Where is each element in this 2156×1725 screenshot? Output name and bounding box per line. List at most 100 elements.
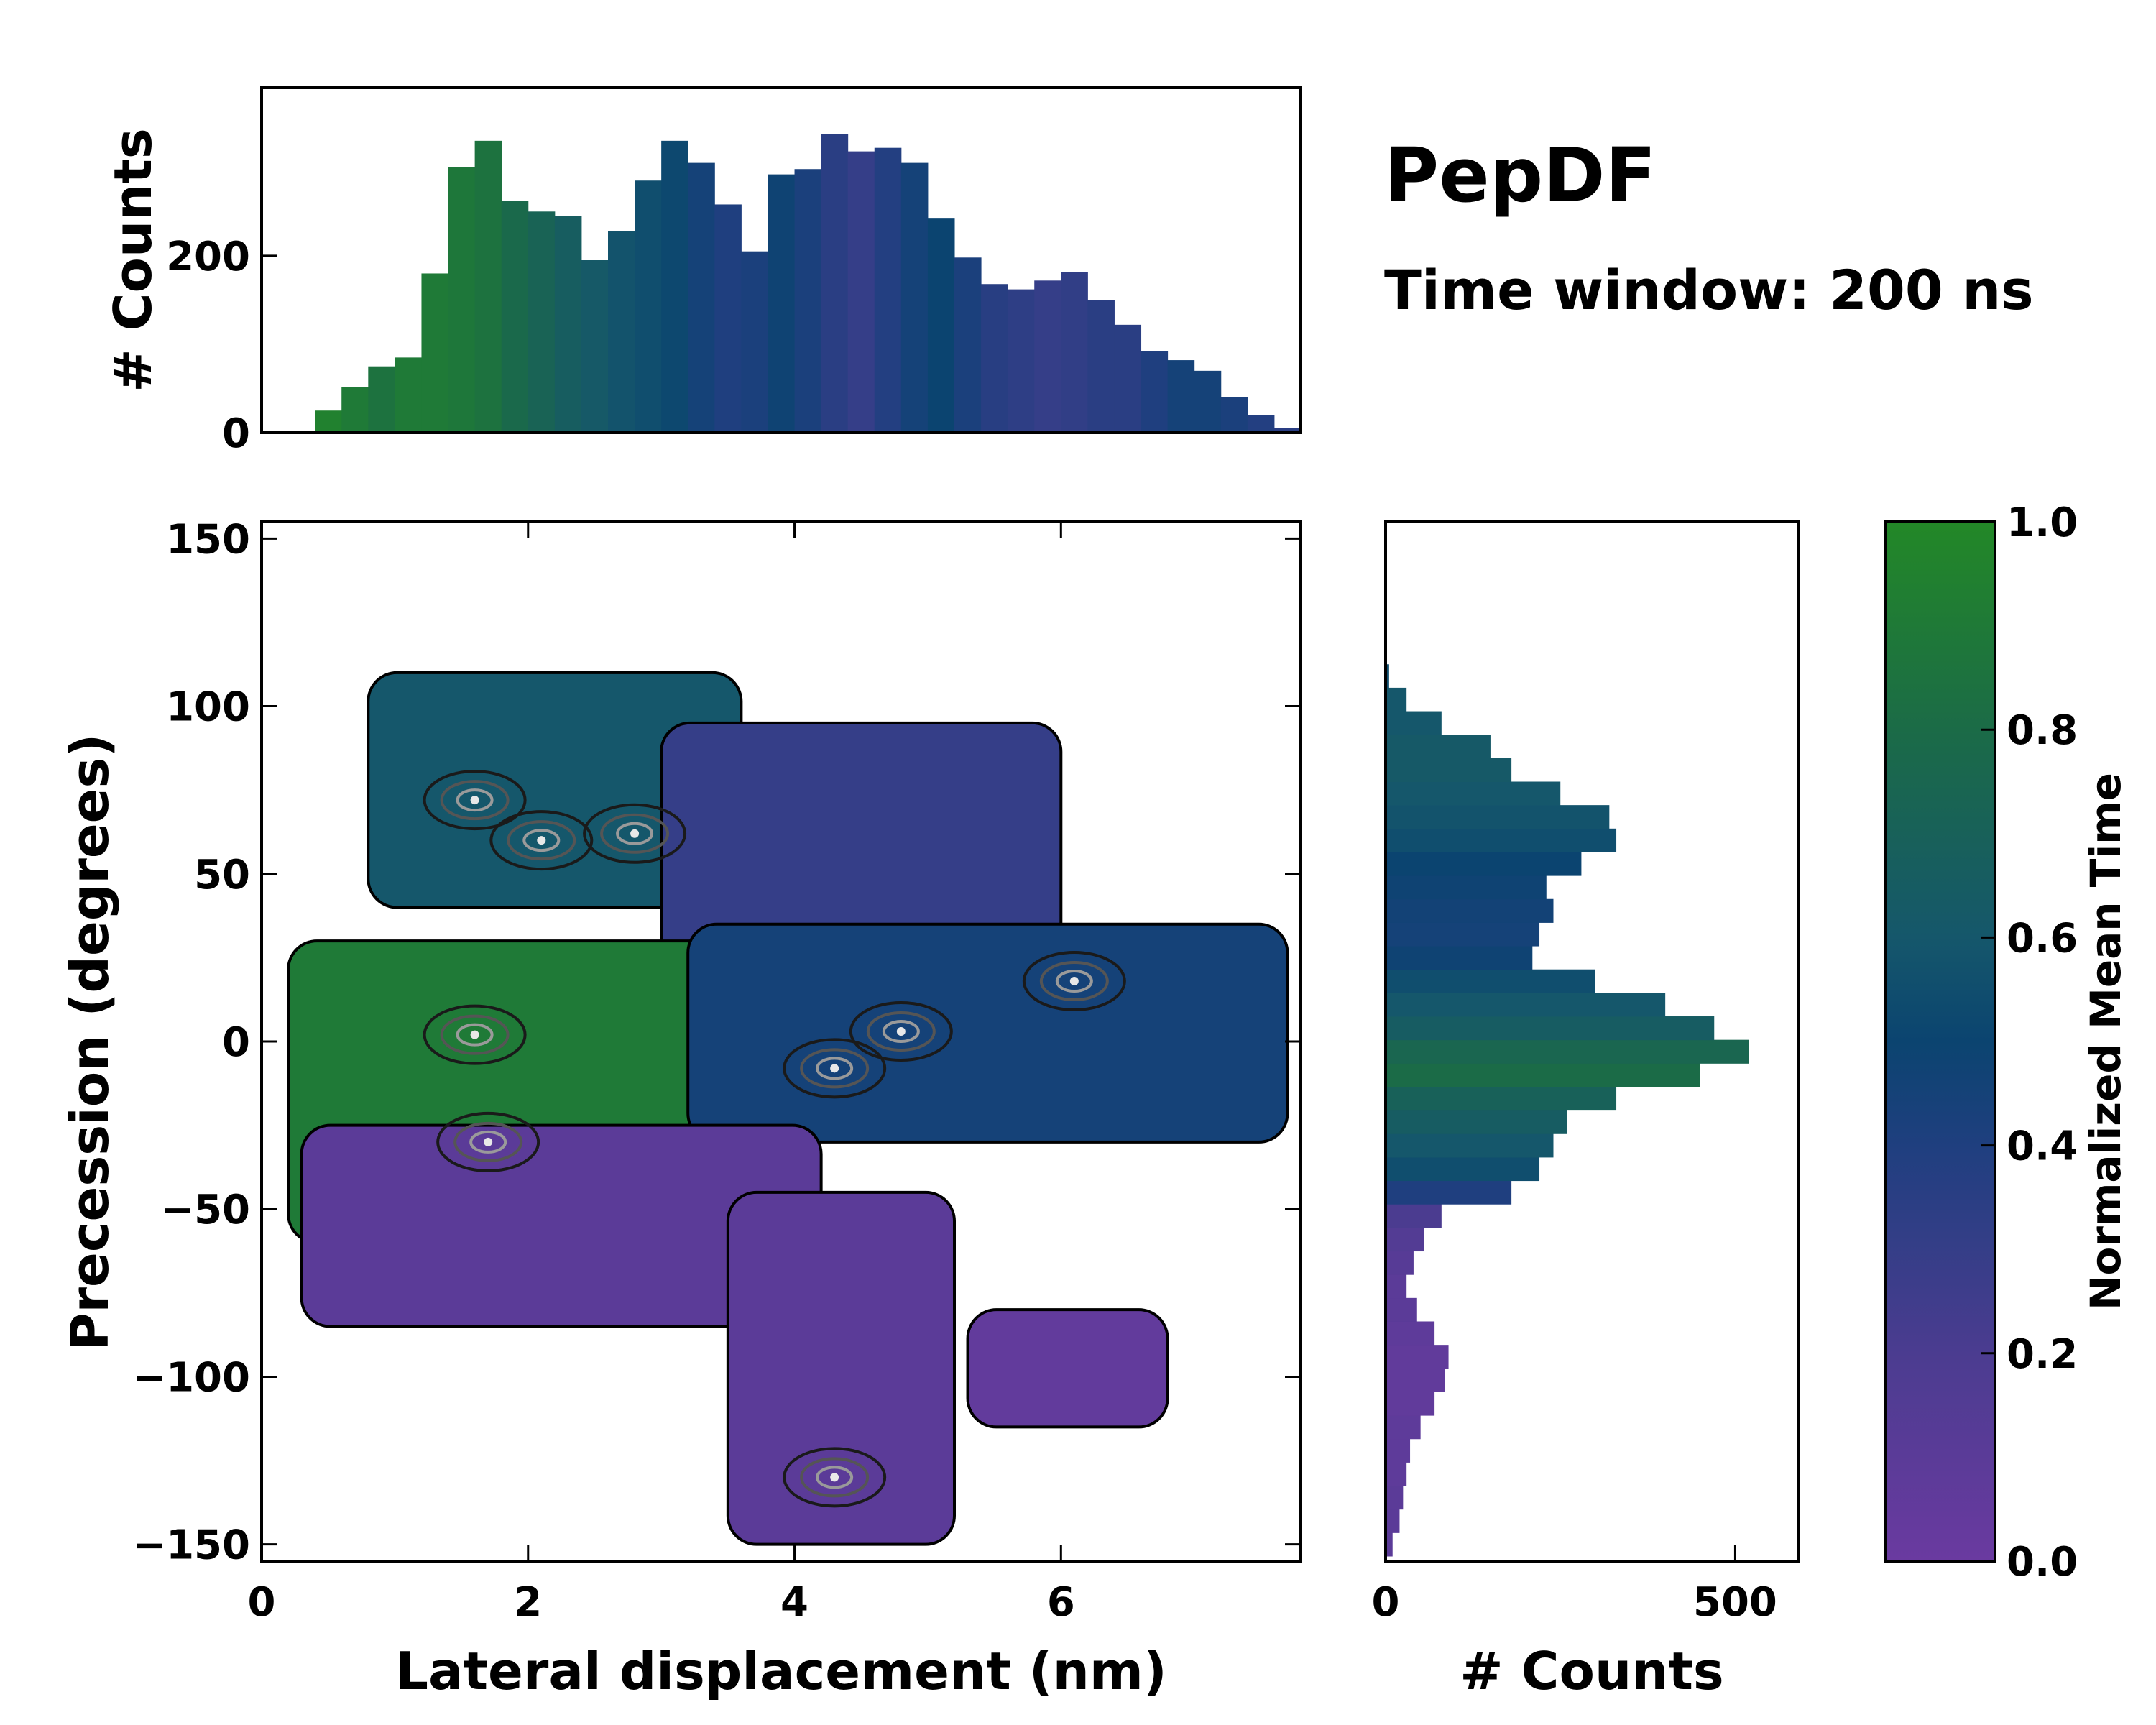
top-histogram-bar [395, 357, 422, 433]
right-histogram-bar [1386, 1086, 1617, 1111]
density-contour-8-2 [816, 1466, 854, 1489]
density-peak-0 [470, 796, 479, 805]
density-contour-1-0 [489, 810, 594, 871]
top-histogram-bar [368, 366, 395, 433]
density-contour-8-0 [783, 1447, 887, 1508]
heatmap-region-lower-right-lobe [966, 1308, 1169, 1429]
top-histogram-bar [635, 180, 662, 433]
density-contour-3-2 [882, 1020, 920, 1044]
right-histogram-xlabel: # Counts [1460, 1641, 1724, 1701]
main-ytick-label: 100 [166, 684, 250, 731]
right-histogram-bar [1386, 1110, 1567, 1134]
density-peak-5 [1069, 977, 1079, 986]
right-histogram-bar [1386, 828, 1617, 852]
heatmap-region-lower-middle-lobe [726, 1190, 956, 1546]
top-histogram-bar [341, 387, 369, 433]
main-ytick-label: −50 [160, 1187, 250, 1233]
density-contour-3-0 [849, 1001, 953, 1062]
right-histogram-bar [1386, 1486, 1404, 1510]
density-contour-6-1 [440, 1014, 510, 1055]
density-peak-3 [896, 1027, 906, 1036]
right-histogram-bar [1386, 875, 1547, 900]
main-ylabel: Precession (degrees) [60, 734, 120, 1351]
density-contour-7-0 [436, 1111, 540, 1172]
density-peak-1 [537, 836, 546, 845]
colorbar-label: Normalized Mean Time [2081, 773, 2130, 1310]
main-plot-frame [260, 520, 1302, 1563]
density-peak-4 [830, 1064, 839, 1073]
right-xtick-label: 500 [1693, 1579, 1777, 1626]
top-histogram-bar [421, 273, 449, 433]
top-histogram-bar [768, 174, 796, 433]
right-histogram-bar [1386, 805, 1610, 829]
top-histogram-bar [581, 260, 609, 433]
top-histogram-bar [608, 231, 635, 433]
top-ytick-label: 200 [166, 234, 250, 280]
density-contour-5-1 [1039, 961, 1109, 1002]
density-contour-7-2 [469, 1130, 507, 1154]
right-histogram-bar [1386, 898, 1554, 923]
density-contour-7-1 [453, 1121, 523, 1162]
right-xtick-label: 0 [1372, 1579, 1400, 1626]
colorbar-tick-label: 0.0 [2007, 1539, 2078, 1586]
main-xtick-label: 0 [248, 1579, 276, 1626]
right-histogram-bar [1386, 1321, 1435, 1346]
top-histogram-bar [1087, 300, 1115, 433]
density-contour-0-1 [440, 780, 510, 821]
top-histogram-bar [874, 147, 902, 433]
right-histogram-bar [1386, 1345, 1449, 1369]
colorbar-tick-label: 0.8 [2007, 707, 2078, 754]
right-histogram-bar [1386, 1180, 1512, 1205]
right-histogram-bar [1386, 1133, 1554, 1158]
density-contour-8-1 [800, 1457, 870, 1498]
right-histogram-bar [1386, 993, 1666, 1017]
top-histogram-bar [954, 257, 982, 433]
colorbar-frame [1884, 520, 1996, 1563]
top-marginal-histogram: 0 200 # Counts [103, 86, 1302, 457]
right-histogram-bar [1386, 1415, 1421, 1440]
main-ytick-label: 50 [194, 852, 250, 898]
top-ytick-label: 0 [222, 410, 250, 457]
density-contour-2-1 [600, 813, 670, 854]
main-xlabel: Lateral displacement (nm) [395, 1641, 1167, 1701]
colorbar-tick-label: 0.4 [2007, 1123, 2078, 1170]
main-ytick-label: 150 [166, 516, 250, 563]
right-histogram-bar [1386, 711, 1442, 735]
right-histogram-bar [1386, 1063, 1700, 1087]
density-contour-0-2 [456, 788, 494, 812]
top-histogram-bar [741, 251, 768, 433]
density-contour-4-0 [783, 1038, 887, 1099]
right-histogram-bar [1386, 1274, 1407, 1299]
top-histogram-bar [448, 167, 476, 433]
right-histogram-bar [1386, 664, 1389, 689]
colorbar-tick-label: 1.0 [2007, 500, 2078, 546]
density-contour-2-2 [616, 822, 654, 845]
right-histogram-bar [1386, 1156, 1540, 1182]
density-contour-6-2 [456, 1023, 494, 1046]
main-2d-distribution: 0 2 4 6 −150 −100 −50 0 50 100 150 Lateral displac… [60, 516, 1302, 1701]
right-histogram-bar [1386, 1438, 1411, 1463]
density-contour-1-1 [507, 820, 576, 861]
right-histogram-bar [1386, 1016, 1715, 1041]
top-histogram-bar [474, 140, 502, 433]
right-histogram-bar [1386, 758, 1512, 782]
top-histogram-bar [847, 151, 875, 433]
right-histogram-bar [1386, 922, 1540, 947]
right-histogram-bar [1386, 946, 1533, 970]
main-ytick-label: −150 [132, 1522, 250, 1569]
top-histogram-bar [501, 201, 529, 433]
right-histogram-bar [1386, 687, 1407, 712]
right-histogram-bar [1386, 852, 1582, 876]
density-peak-8 [830, 1473, 839, 1482]
top-histogram-bar [900, 162, 929, 433]
top-histogram-bar [794, 169, 822, 433]
density-peak-7 [484, 1137, 493, 1146]
top-histogram-bar [1034, 280, 1061, 433]
density-contour-5-0 [1022, 951, 1126, 1012]
top-histogram-bar [1220, 397, 1248, 433]
right-histogram-bar [1386, 1509, 1400, 1533]
top-histogram-bar [1167, 360, 1195, 433]
density-contour-2-0 [583, 803, 687, 864]
right-histogram-bar [1386, 1392, 1435, 1416]
top-histogram-bar [927, 218, 955, 433]
